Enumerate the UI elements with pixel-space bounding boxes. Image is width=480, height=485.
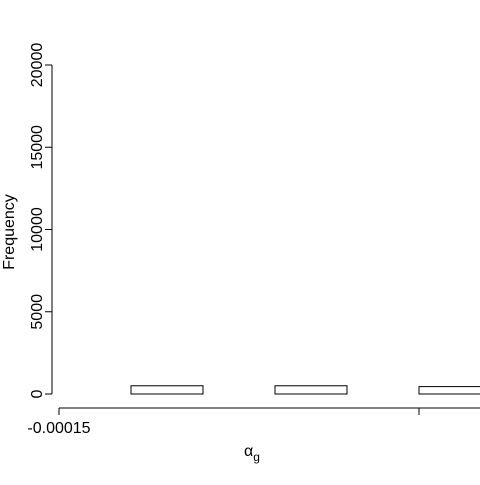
y-tick-label: 15000 bbox=[29, 125, 46, 170]
histogram-bar bbox=[418, 386, 480, 395]
y-axis-label: Frequency bbox=[1, 194, 18, 270]
histogram-bars bbox=[130, 385, 480, 395]
x-tick-label: -0.00015 bbox=[27, 420, 90, 437]
histogram-bar bbox=[130, 385, 204, 395]
histogram-bar bbox=[274, 385, 348, 395]
y-tick-label: 20000 bbox=[29, 43, 46, 88]
y-tick-label: 5000 bbox=[29, 294, 46, 330]
y-axis: 0 5000 10000 15000 20000 bbox=[29, 43, 53, 398]
y-tick-label: 10000 bbox=[29, 207, 46, 252]
x-axis-label: αg bbox=[244, 443, 260, 464]
x-axis-label-symbol: α bbox=[244, 443, 253, 460]
x-axis-label-subscript: g bbox=[253, 450, 260, 464]
x-axis: -0.00015-0.000050.00005 bbox=[27, 407, 480, 437]
y-tick-label: 0 bbox=[29, 389, 46, 398]
